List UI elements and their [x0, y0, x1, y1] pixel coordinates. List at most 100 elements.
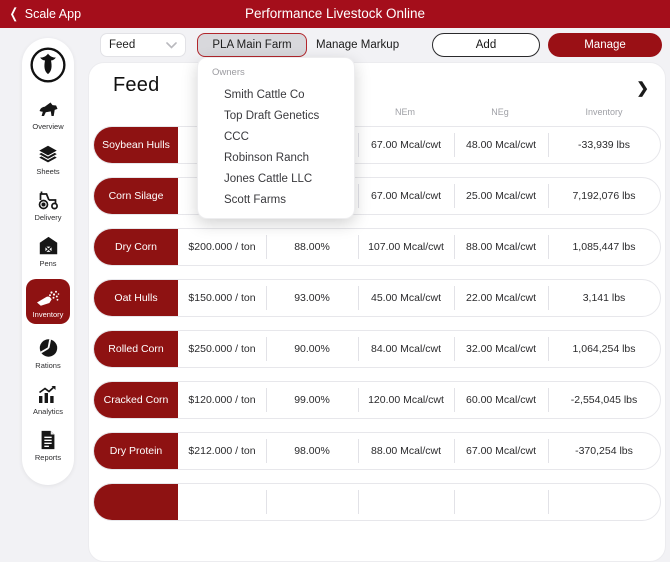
owners-dropdown-list: Smith Cattle Co Top Draft Genetics CCC R… — [198, 84, 354, 210]
back-label: Scale App — [24, 7, 82, 21]
sidebar-item-delivery[interactable]: Delivery — [25, 189, 71, 222]
app-header: ❬ Scale App Performance Livestock Online — [0, 0, 670, 28]
app-title: Performance Livestock Online — [244, 6, 426, 21]
dm-cell: 93.00% — [266, 280, 358, 316]
feed-name-pill[interactable]: Oat Hulls — [94, 280, 178, 316]
sidebar-item-sheets[interactable]: Sheets — [25, 144, 71, 176]
feed-row[interactable]: Rolled Corn $250.000 / ton 90.00% 84.00 … — [93, 330, 661, 368]
category-select[interactable]: Feed — [100, 33, 186, 57]
feed-row[interactable]: Cracked Corn $120.000 / ton 99.00% 120.0… — [93, 381, 661, 419]
feed-name: Soybean Hulls — [102, 139, 170, 151]
sidebar-item-inventory[interactable]: Inventory — [26, 279, 70, 324]
add-button[interactable]: Add — [432, 33, 540, 57]
neg-cell: 60.00 Mcal/cwt — [454, 382, 548, 418]
feed-name-pill[interactable]: Rolled Corn — [94, 331, 178, 367]
add-label: Add — [475, 39, 497, 51]
price-cell: $212.000 / ton — [188, 445, 256, 457]
sidebar-item-overview[interactable]: Overview — [25, 98, 71, 131]
price-cell: $250.000 / ton — [188, 343, 256, 355]
sidebar-item-label: Overview — [32, 122, 64, 131]
feed-name-pill[interactable] — [94, 484, 178, 520]
neg-cell: 22.00 Mcal/cwt — [454, 280, 548, 316]
name-column-header — [93, 107, 177, 117]
sidebar-item-label: Delivery — [34, 213, 62, 222]
feed-row[interactable]: Corn Silage $ 67.00 Mcal/cwt 25.00 Mcal/… — [93, 177, 661, 215]
feed-name: Corn Silage — [108, 190, 164, 202]
nem-column-header: NEm — [395, 107, 415, 117]
sidebar-item-rations[interactable]: Rations — [25, 337, 71, 370]
price-cell: $150.000 / ton — [188, 292, 256, 304]
back-chevron-icon: ❬ — [8, 5, 20, 21]
owner-option[interactable]: Robinson Ranch — [224, 151, 310, 164]
feed-name-pill[interactable]: Dry Protein — [94, 433, 178, 469]
cow-logo-icon[interactable] — [28, 45, 68, 85]
feed-name-pill[interactable]: Soybean Hulls — [94, 127, 178, 163]
nem-cell: 88.00 Mcal/cwt — [358, 433, 454, 469]
feed-row[interactable]: Soybean Hulls $ 67.00 Mcal/cwt 48.00 Mca… — [93, 126, 661, 164]
feed-row[interactable] — [93, 483, 661, 521]
layers-icon — [37, 144, 59, 165]
owner-option[interactable]: Jones Cattle LLC — [224, 172, 313, 185]
inventory-cell: 7,192,076 lbs — [548, 178, 660, 214]
nem-cell: 84.00 Mcal/cwt — [358, 331, 454, 367]
nem-cell — [358, 484, 454, 520]
farm-selector-label: PLA Main Farm — [212, 39, 292, 51]
feed-rows: Soybean Hulls $ 67.00 Mcal/cwt 48.00 Mca… — [93, 126, 661, 534]
owners-dropdown: Owners Smith Cattle Co Top Draft Genetic… — [197, 57, 355, 219]
nem-cell: 67.00 Mcal/cwt — [358, 178, 454, 214]
sidebar-item-pens[interactable]: Pens — [25, 235, 71, 268]
manage-label: Manage — [584, 39, 626, 51]
owner-option[interactable]: Top Draft Genetics — [224, 109, 320, 122]
dm-cell — [266, 484, 358, 520]
pie-chart-icon — [37, 337, 60, 359]
neg-column-header: NEg — [491, 107, 509, 117]
inventory-cell — [548, 484, 660, 520]
feed-panel: Feed ❯ NEm NEg Inventory Soybean Hulls $… — [88, 62, 666, 562]
dm-cell: 98.00% — [266, 433, 358, 469]
feed-row[interactable]: Oat Hulls $150.000 / ton 93.00% 45.00 Mc… — [93, 279, 661, 317]
farm-selector-button[interactable]: PLA Main Farm — [197, 33, 307, 57]
cow-icon — [36, 98, 60, 120]
feed-name-pill[interactable]: Corn Silage — [94, 178, 178, 214]
feed-name: Oat Hulls — [114, 292, 158, 304]
neg-cell: 48.00 Mcal/cwt — [454, 127, 548, 163]
category-select-value: Feed — [109, 39, 136, 51]
neg-cell: 67.00 Mcal/cwt — [454, 433, 548, 469]
chevron-right-icon[interactable]: ❯ — [636, 80, 649, 97]
dm-cell: 88.00% — [266, 229, 358, 265]
feed-row[interactable]: Dry Corn $200.000 / ton 88.00% 107.00 Mc… — [93, 228, 661, 266]
manage-button[interactable]: Manage — [548, 33, 662, 57]
owner-option[interactable]: Scott Farms — [224, 193, 286, 206]
feed-name-pill[interactable]: Dry Corn — [94, 229, 178, 265]
feed-row[interactable]: Dry Protein $212.000 / ton 98.00% 88.00 … — [93, 432, 661, 470]
page-title: Feed — [113, 74, 160, 96]
sidebar-item-label: Inventory — [32, 310, 64, 319]
manage-markup-button[interactable]: Manage Markup — [316, 33, 399, 57]
neg-cell: 32.00 Mcal/cwt — [454, 331, 548, 367]
feed-name: Rolled Corn — [108, 343, 164, 355]
owner-option[interactable]: Smith Cattle Co — [224, 88, 305, 101]
neg-cell — [454, 484, 548, 520]
document-icon — [37, 429, 59, 451]
sidebar-nav: Overview Sheets Delivery — [22, 38, 74, 485]
neg-cell: 88.00 Mcal/cwt — [454, 229, 548, 265]
nem-cell: 120.00 Mcal/cwt — [358, 382, 454, 418]
sidebar-item-analytics[interactable]: Analytics — [25, 383, 71, 416]
tractor-icon — [36, 189, 60, 211]
inventory-cell: 1,085,447 lbs — [548, 229, 660, 265]
price-cell: $200.000 / ton — [188, 241, 256, 253]
chevron-down-icon — [166, 41, 177, 49]
sidebar-item-reports[interactable]: Reports — [25, 429, 71, 462]
nem-cell: 107.00 Mcal/cwt — [358, 229, 454, 265]
owner-option[interactable]: CCC — [224, 130, 249, 143]
sidebar-item-label: Reports — [34, 453, 62, 462]
back-button[interactable]: ❬ Scale App — [8, 0, 81, 28]
sidebar-item-label: Sheets — [36, 167, 60, 176]
feed-name-pill[interactable]: Cracked Corn — [94, 382, 178, 418]
sidebar-item-label: Rations — [35, 361, 61, 370]
inventory-cell: -370,254 lbs — [548, 433, 660, 469]
manage-markup-label: Manage Markup — [316, 39, 400, 51]
feed-name: Cracked Corn — [103, 394, 169, 406]
dm-cell: 90.00% — [266, 331, 358, 367]
nem-cell: 67.00 Mcal/cwt — [358, 127, 454, 163]
